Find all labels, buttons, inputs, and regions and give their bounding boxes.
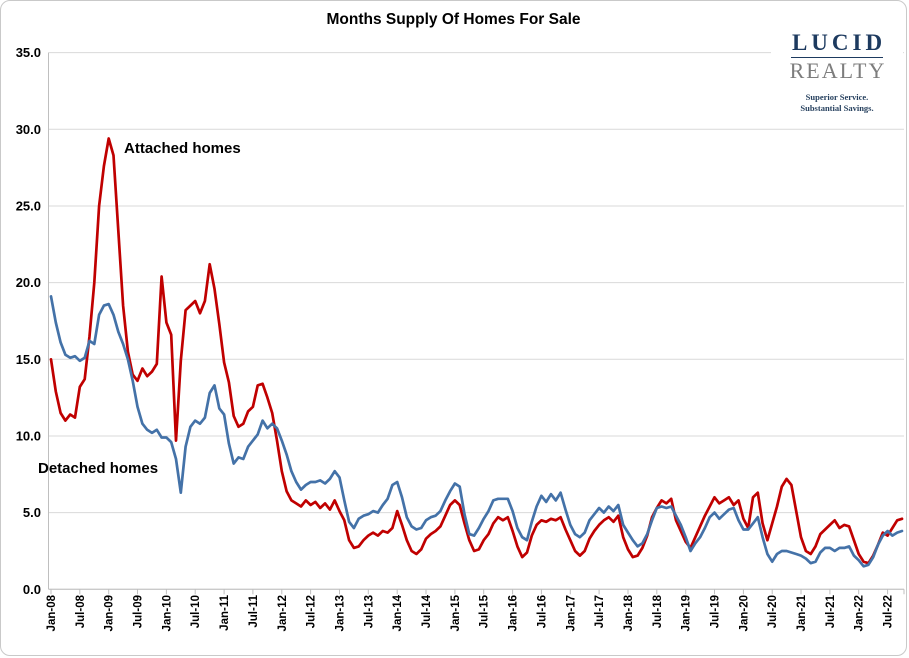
x-axis-tick-label: Jan-10 (161, 595, 173, 631)
x-axis-tick-label: Jan-13 (335, 595, 347, 631)
chart-title: Months Supply Of Homes For Sale (326, 11, 581, 28)
x-axis-tick-label: Jul-21 (825, 594, 837, 628)
y-axis-tick-label: 15.0 (16, 352, 41, 367)
x-axis-tick-label: Jul-14 (421, 594, 433, 628)
lucid-realty-logo: LUCID REALTY Superior Service. Substanti… (771, 27, 903, 117)
x-axis-tick-label: Jul-12 (306, 595, 318, 628)
x-axis-tick-label: Jul-10 (190, 595, 202, 628)
logo-divider-rule (791, 57, 883, 59)
attached-series-line (49, 137, 904, 565)
detached-series-label: Detached homes (38, 460, 159, 477)
y-axis-tick-label: 30.0 (16, 122, 41, 137)
x-axis-tick-label: Jan-22 (854, 595, 866, 631)
attached-series-label: Attached homes (124, 140, 241, 157)
x-axis-tick-label: Jan-11 (219, 594, 231, 630)
x-axis-tick-label: Jan-19 (681, 595, 693, 631)
x-axis-tick-label: Jan-20 (738, 595, 750, 631)
logo-wordmark-realty: REALTY (789, 58, 887, 84)
y-axis-tick-label: 20.0 (16, 275, 41, 290)
y-axis-tick-label: 35.0 (16, 45, 41, 60)
x-axis-tick-label: Jan-14 (392, 594, 404, 631)
logo-tagline-line1: Superior Service. (805, 92, 869, 103)
x-axis-tick-label: Jul-15 (479, 594, 491, 628)
detached-series-line (49, 295, 904, 568)
x-axis-tick-label: Jan-17 (565, 595, 577, 631)
x-axis-tick-label: Jul-13 (363, 595, 375, 628)
x-axis-tick-label: Jan-09 (104, 595, 116, 631)
logo-wordmark-lucid: LUCID (791, 30, 887, 55)
x-axis-tick-label: Jul-18 (652, 594, 664, 628)
x-axis-tick-label: Jul-17 (594, 595, 606, 628)
x-axis-tick-label: Jan-12 (277, 595, 289, 631)
y-axis-tick-label: 10.0 (16, 429, 41, 444)
x-axis-tick-label: Jan-08 (46, 594, 58, 631)
x-axis-tick-label: Jul-20 (767, 595, 779, 628)
x-axis-tick-label: Jan-21 (796, 594, 808, 631)
x-axis-tick-label: Jul-16 (536, 595, 548, 628)
x-axis-tick-label: Jan-18 (623, 594, 635, 631)
x-axis-tick-label: Jul-22 (883, 595, 895, 628)
y-axis-tick-label: 5.0 (23, 505, 41, 520)
x-axis-tick-label: Jan-16 (508, 595, 520, 631)
x-axis-tick-label: Jul-11 (248, 594, 260, 627)
x-axis-tick-label: Jul-09 (133, 595, 145, 628)
logo-tagline: Superior Service. Substantial Savings. (771, 92, 903, 114)
x-axis-tick-label: Jan-15 (450, 594, 462, 631)
logo-tagline-line2: Substantial Savings. (800, 103, 874, 114)
y-axis-tick-label: 25.0 (16, 199, 41, 214)
x-axis-tick-label: Jul-08 (75, 594, 87, 628)
y-axis-tick-label: 0.0 (23, 582, 41, 597)
x-axis-tick-label: Jul-19 (710, 595, 722, 628)
